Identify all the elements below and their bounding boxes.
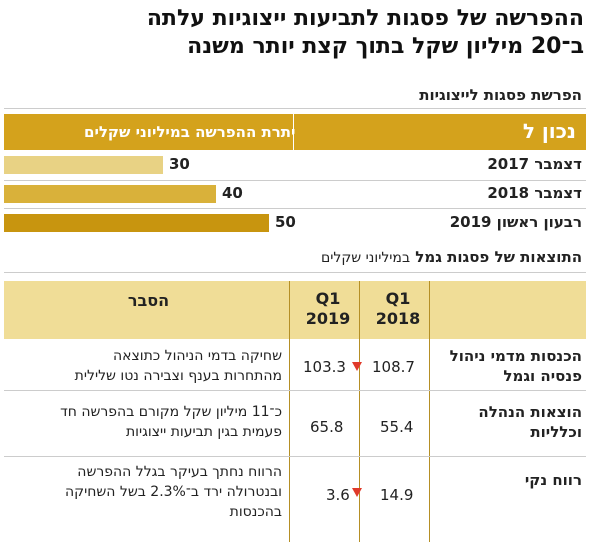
bar-2 — [4, 185, 216, 203]
results-title-unit: במיליוני שקלים — [320, 250, 411, 266]
category-label: דצמבר 2017 — [487, 155, 582, 173]
row-note: שחיקה בדמי הניהול כתוצאה מהתחרות בענף וצ… — [74, 348, 282, 384]
row-note: כ־11 מיליון שקל מקורם בהפרשה חד פעמית בג… — [60, 404, 282, 440]
provision-header: נכון ל יתרת ההפרשה במיליוני שקלים — [4, 114, 586, 150]
table-rule-2 — [4, 456, 586, 457]
header-date-label: נכון ל — [522, 119, 576, 143]
headline-line-2: ב־20 מיליון שקל בתוך קצת יותר משנה — [187, 34, 584, 59]
headline-line-1: ההפרשה של פסגות לתביעות ייצוגיות עלתה — [146, 6, 584, 31]
results-title-main: התוצאות של פסגות גמל — [415, 248, 582, 266]
col-head-note: הסבר — [127, 291, 170, 310]
category-label: רבעון ראשון 2019 — [449, 213, 582, 231]
value-q1-2018: 14.9 — [380, 486, 414, 504]
row-category: הכנסות מדמי ניהול פנסיה וגמל — [449, 347, 582, 385]
row-rule-1 — [4, 180, 586, 181]
row-note: הרווח נחתך בעיקר בגלל ההפרשה ובנטרולה יר… — [64, 464, 282, 520]
divider-note — [289, 281, 290, 542]
value-q1-2019: 103.3 — [303, 358, 346, 376]
value-q1-2019: 65.8 — [310, 418, 344, 436]
header-value-label: יתרת ההפרשה במיליוני שקלים — [84, 123, 296, 141]
results-rule — [4, 272, 586, 273]
provision-section-title: הפרשת פסגות לייצוגיות — [419, 86, 582, 104]
bar-3 — [4, 214, 269, 232]
bar-value-label: 40 — [222, 184, 243, 202]
down-arrow-icon — [352, 362, 362, 371]
results-section-title: התוצאות של פסגות גמל במיליוני שקלים — [321, 248, 582, 266]
divider-2018 — [429, 281, 430, 542]
bar-1 — [4, 156, 163, 174]
section-rule — [4, 108, 586, 109]
header-divider — [293, 114, 294, 150]
col-head-q1-2018: Q1 2018 — [375, 289, 421, 328]
row-category: הוצאות הנהלה וכלליות — [478, 403, 582, 441]
bar-value-label: 30 — [169, 155, 190, 173]
divider-2019 — [359, 281, 360, 542]
value-q1-2019: 3.6 — [326, 486, 350, 504]
value-q1-2018: 55.4 — [380, 418, 414, 436]
results-table-head: Q1 2018 Q1 2019 הסבר — [4, 281, 586, 339]
category-label: דצמבר 2018 — [487, 184, 582, 202]
bar-value-label: 50 — [275, 213, 296, 231]
row-category: רווח נקי — [524, 471, 582, 489]
value-q1-2018: 108.7 — [372, 358, 415, 376]
row-rule-2 — [4, 208, 586, 209]
table-rule-1 — [4, 390, 586, 391]
down-arrow-icon — [352, 488, 362, 497]
col-head-q1-2019: Q1 2019 — [305, 289, 351, 328]
